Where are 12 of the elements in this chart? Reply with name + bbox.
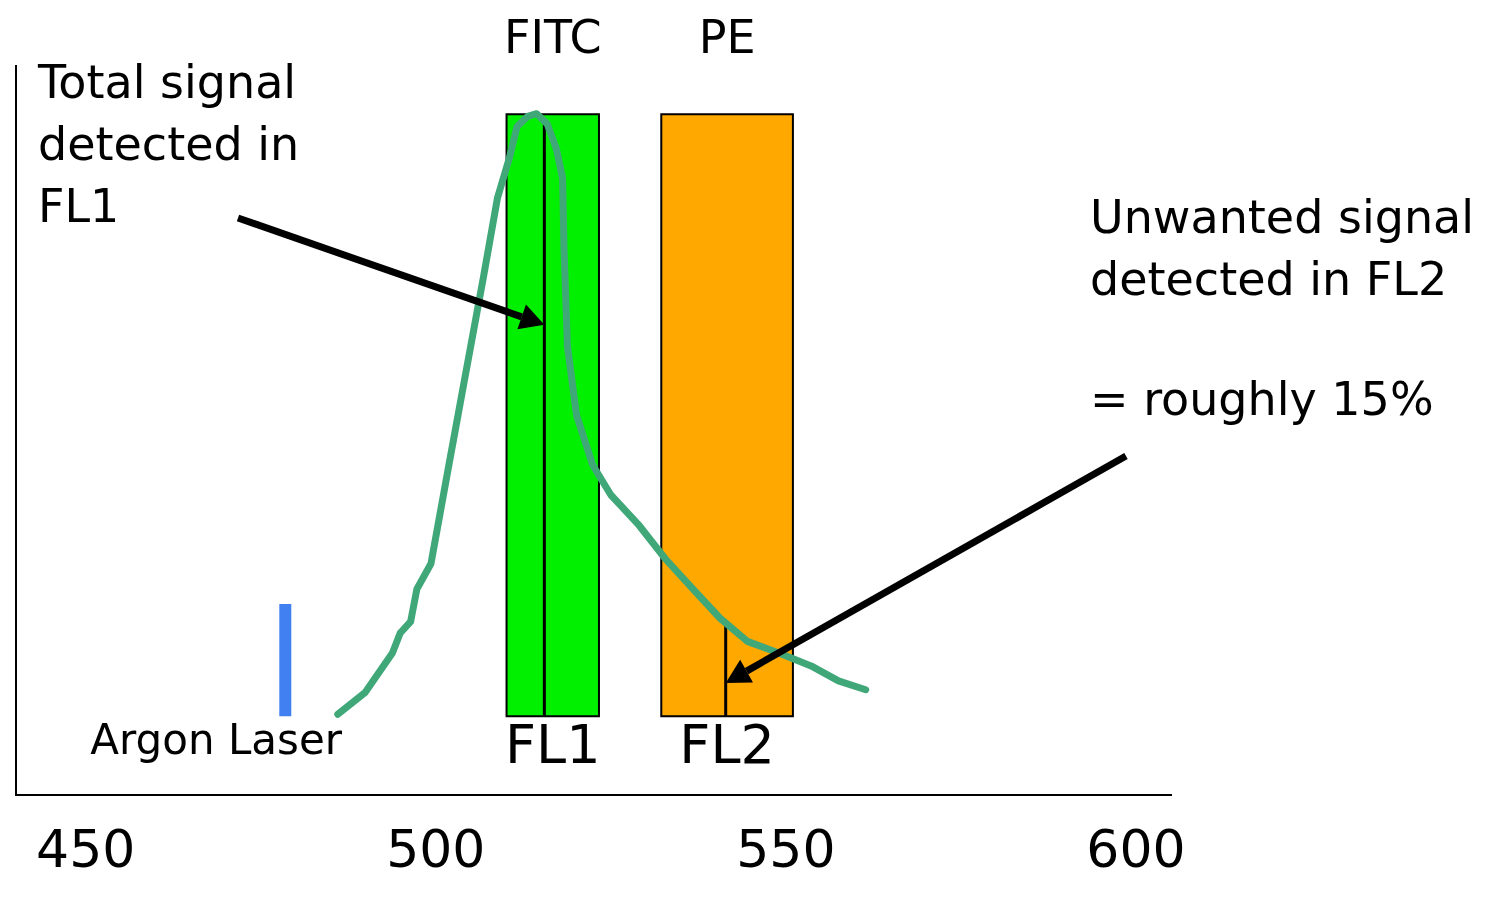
x-tick-label: 450: [36, 819, 136, 880]
text: PE: [698, 9, 756, 64]
annotation: = roughly 15%: [1090, 371, 1434, 426]
band-label: FL2: [679, 713, 775, 777]
x-tick-label: 550: [736, 819, 836, 880]
annotation: Total signal detected in FL1: [37, 54, 300, 233]
annotation: Unwanted signal detected in FL2: [1090, 189, 1475, 306]
text: FITC: [503, 9, 602, 64]
x-tick-label: 600: [1086, 819, 1186, 880]
ref-line-label: Argon Laser: [90, 715, 343, 765]
band-label: FL1: [505, 713, 601, 777]
x-tick-label: 500: [386, 819, 486, 880]
